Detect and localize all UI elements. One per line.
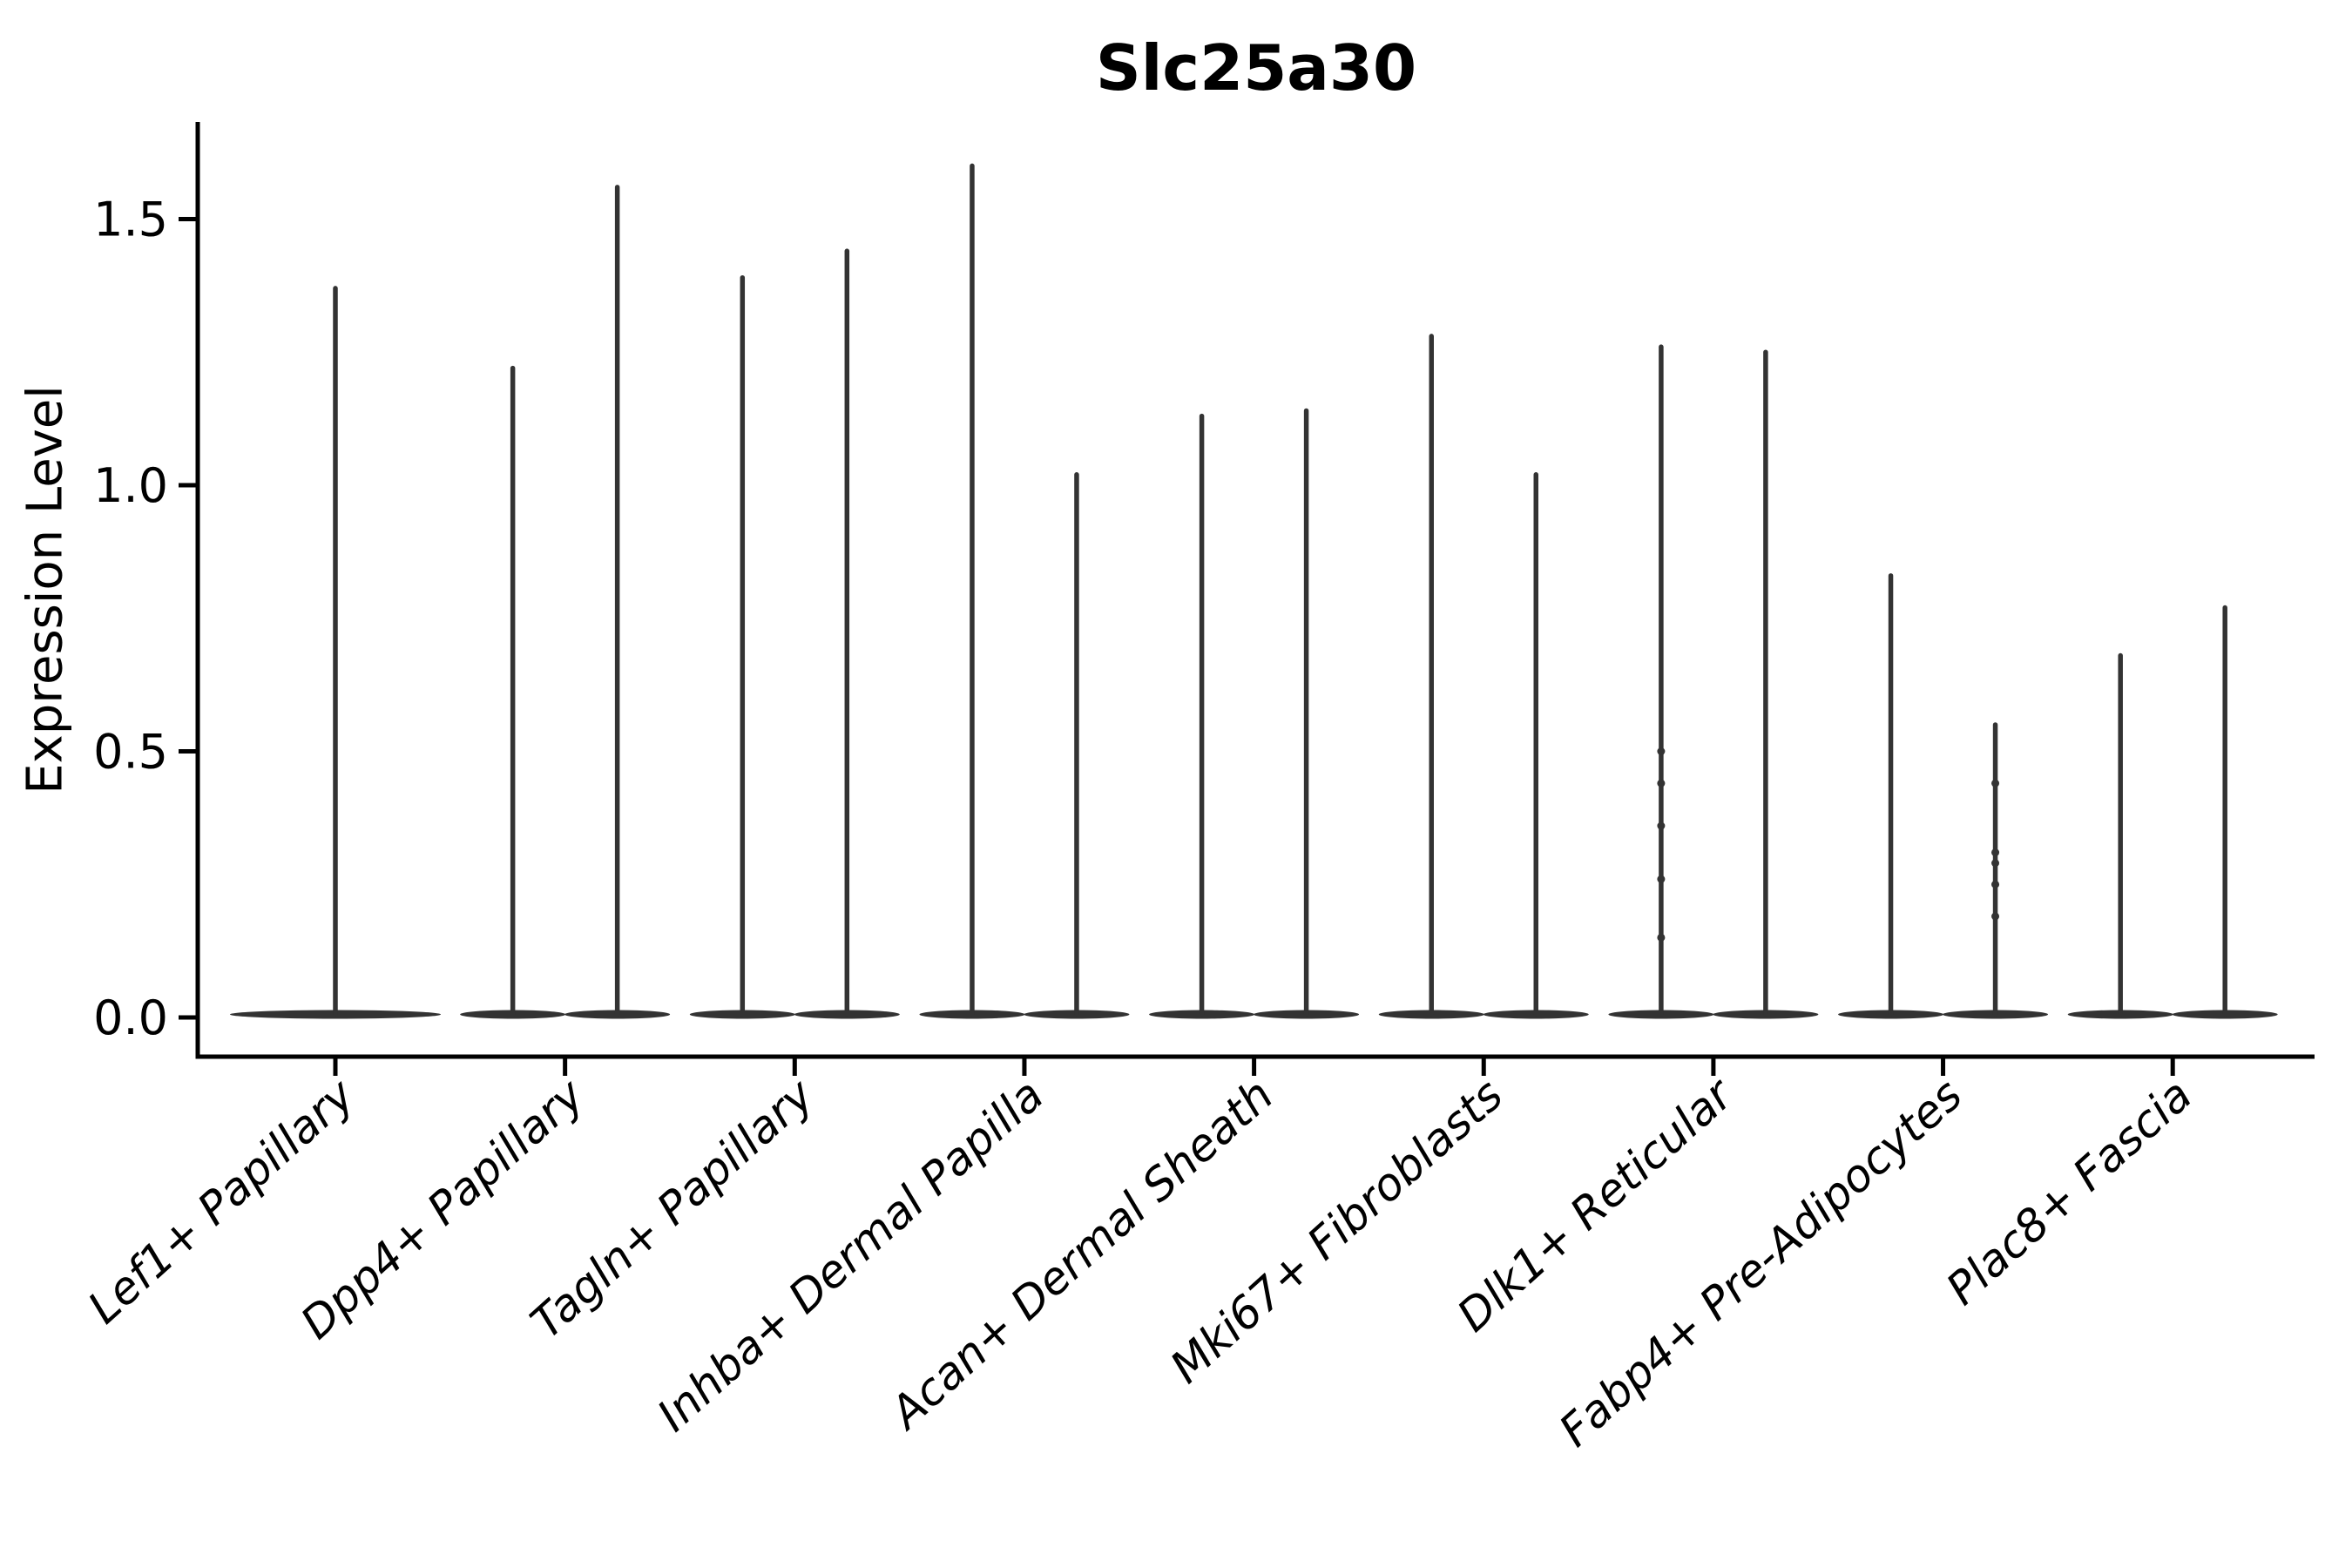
y-tick-label: 0.5 <box>93 724 168 779</box>
violin-point <box>1991 912 2000 921</box>
violin-point <box>1657 821 1666 830</box>
x-tick-label: Fabp4+ Pre-Adipocytes <box>1550 1070 1972 1457</box>
violin-point <box>1657 747 1666 755</box>
y-tick-label: 1.0 <box>93 458 168 513</box>
violin-point <box>1991 880 2000 889</box>
x-tick-label: Inhba+ Dermal Papilla <box>648 1070 1054 1442</box>
x-tick-label: Acan+ Dermal Sheath <box>879 1070 1283 1441</box>
y-tick-label: 1.5 <box>93 192 168 247</box>
x-tick-label: Plac8+ Fascia <box>1937 1070 2202 1315</box>
y-tick-label: 0.0 <box>93 990 168 1045</box>
violin-point <box>1657 779 1666 787</box>
violin-point <box>1657 875 1666 883</box>
violin-point <box>1991 779 2000 787</box>
violin-point <box>1991 859 2000 868</box>
violin-point <box>1991 848 2000 857</box>
chart-title: Slc25a30 <box>1095 31 1417 105</box>
violin-point <box>1657 933 1666 942</box>
